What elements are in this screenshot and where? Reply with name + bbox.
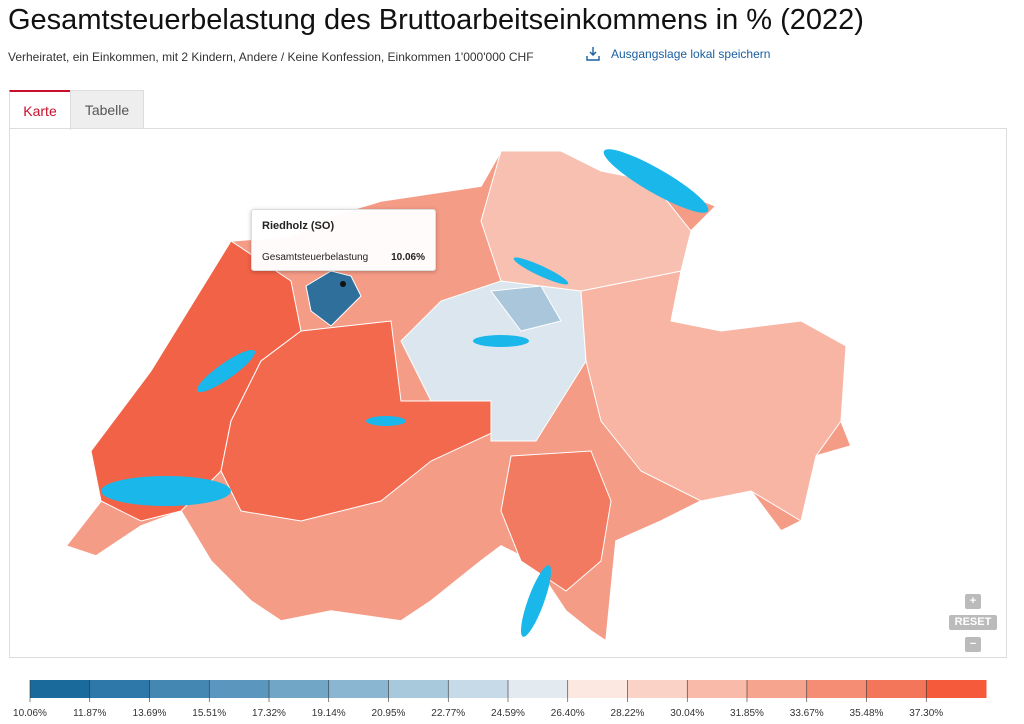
- legend-swatch: [388, 680, 449, 698]
- lake-constance: [603, 149, 709, 213]
- legend-label: 30.04%: [670, 708, 704, 719]
- legend-label: 24.59%: [491, 708, 525, 719]
- tab-tabelle[interactable]: Tabelle: [70, 90, 144, 129]
- legend-swatch: [209, 680, 270, 698]
- tooltip-title: Riedholz (SO): [262, 220, 335, 232]
- map: [64, 149, 853, 643]
- zoom-out[interactable]: −: [965, 637, 981, 652]
- region-zug: [490, 285, 562, 332]
- legend-label: 19.14%: [312, 708, 346, 719]
- legend: 10.06% 11.87% 13.69% 15.51% 17.32% 19.14% 20.9…: [13, 680, 987, 719]
- region-ticino: [500, 450, 612, 592]
- legend-label: 35.48%: [850, 708, 884, 719]
- legend-label: 17.32%: [252, 708, 286, 719]
- legend-label: 20.95%: [372, 708, 406, 719]
- legend-swatch: [627, 680, 688, 698]
- legend-label: 11.87%: [73, 708, 106, 719]
- region-zurich: [480, 150, 692, 292]
- map-area[interactable]: [9, 128, 1007, 658]
- legend-label: 37.30%: [909, 708, 943, 719]
- subtitle: Verheiratet, ein Einkommen, mit 2 Kinder…: [8, 50, 534, 64]
- tooltip: Riedholz (SO) Gesamtsteuerbelastung 10.0…: [251, 209, 436, 271]
- lake-zurich: [513, 257, 569, 285]
- lake-lucerne: [473, 335, 529, 347]
- tooltip-value: 10.06%: [391, 252, 425, 263]
- legend-swatch: [567, 680, 628, 698]
- legend-swatch: [687, 680, 748, 698]
- legend-label: 31.85%: [730, 708, 764, 719]
- save-link[interactable]: Ausgangslage lokal speichern: [585, 46, 770, 62]
- lake-thun: [366, 416, 406, 426]
- legend-swatch: [328, 680, 389, 698]
- region-east: [580, 270, 847, 522]
- zoom-reset[interactable]: RESET: [949, 615, 997, 630]
- legend-swatch: [30, 680, 91, 698]
- title: Gesamtsteuerbelastung des Bruttoarbeitse…: [8, 4, 864, 36]
- legend-swatch: [508, 680, 569, 698]
- legend-label: 26.40%: [551, 708, 585, 719]
- lake-geneva: [101, 476, 231, 506]
- lake-maggiore: [520, 565, 552, 637]
- legend-label: 13.69%: [133, 708, 167, 719]
- legend-swatch: [926, 680, 987, 698]
- legend-label: 15.51%: [192, 708, 226, 719]
- selected-point: [340, 281, 346, 287]
- legend-swatch: [806, 680, 867, 698]
- tab-karte[interactable]: Karte: [9, 90, 71, 130]
- legend-swatch: [269, 680, 330, 698]
- save-icon: [586, 47, 600, 61]
- tooltip-label: Gesamtsteuerbelastung: [262, 252, 369, 263]
- zoom-in[interactable]: +: [965, 594, 981, 609]
- legend-label: 28.22%: [611, 708, 645, 719]
- legend-label: 33.67%: [790, 708, 824, 719]
- legend-swatch: [866, 680, 927, 698]
- legend-swatch: [747, 680, 808, 698]
- legend-label: 10.06%: [13, 708, 47, 719]
- save-link-text[interactable]: Ausgangslage lokal speichern: [611, 47, 771, 61]
- region-solothurn: [305, 270, 362, 327]
- legend-swatch: [448, 680, 509, 698]
- legend-swatch: [89, 680, 150, 698]
- legend-swatch: [149, 680, 210, 698]
- legend-label: 22.77%: [431, 708, 465, 719]
- lake-neuchatel: [196, 349, 256, 393]
